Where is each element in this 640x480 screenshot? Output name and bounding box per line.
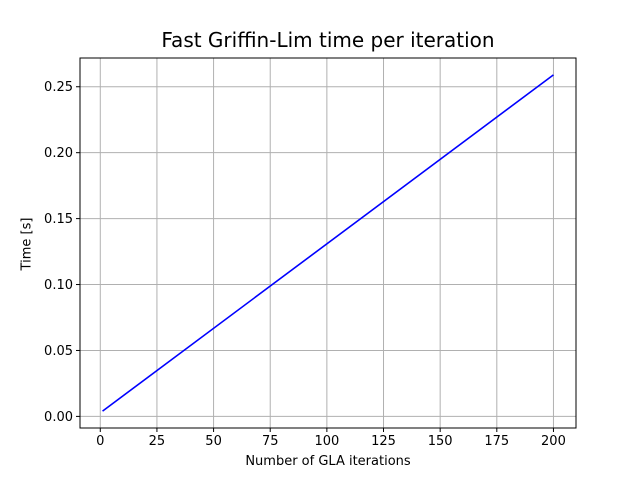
grid — [80, 58, 576, 428]
x-tick-label: 25 — [149, 434, 166, 449]
y-tick-label: 0.25 — [44, 80, 73, 95]
y-tick-label: 0.05 — [44, 344, 73, 359]
axes-frame — [79, 57, 577, 429]
x-tick-label: 150 — [428, 434, 453, 449]
series-line — [102, 74, 554, 412]
chart-title: Fast Griffin-Lim time per iteration — [161, 28, 495, 52]
x-tick-label: 100 — [314, 434, 339, 449]
x-axis-label: Number of GLA iterations — [245, 454, 411, 469]
y-axis-label: Time [s] — [19, 217, 35, 271]
y-tick-label: 0.20 — [44, 146, 73, 161]
x-tick-label: 75 — [262, 434, 279, 449]
y-tick-label: 0.15 — [44, 212, 73, 227]
x-tick-label: 175 — [484, 434, 509, 449]
y-tick-label: 0.00 — [44, 410, 73, 425]
x-tick-label: 50 — [205, 434, 222, 449]
x-tick-label: 125 — [371, 434, 396, 449]
y-tick-label: 0.10 — [44, 278, 73, 293]
series-layer — [102, 74, 554, 412]
ticks: 0 25 50 75 100 125 150 175 200 0.00 0.05 0.10 0.15 0.… — [44, 80, 566, 449]
x-tick-label: 200 — [541, 434, 566, 449]
x-tick-label: 0 — [96, 434, 104, 449]
